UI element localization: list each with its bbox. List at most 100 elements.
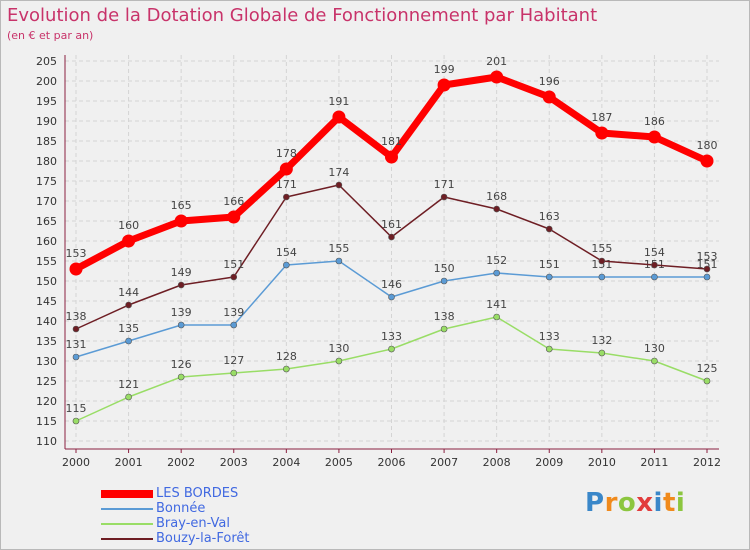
y-tick-label: 190 [36,115,57,128]
data-point-bray-en-val [598,349,606,357]
legend-swatch-bray-en-val [101,523,153,525]
legend-label-bray-en-val: Bray-en-Val [156,516,231,531]
y-tick-label: 140 [36,315,57,328]
logo-letter: o [617,488,637,518]
y-tick-label: 195 [36,95,57,108]
data-point-bray-en-val [493,313,500,321]
data-point-bouzy-la-foret [440,193,448,201]
data-point-bray-en-val [125,393,132,401]
data-label-les-bordes: 187 [591,111,612,124]
data-point-les-bordes [385,150,398,164]
data-label-les-bordes: 191 [328,95,349,108]
logo-letter: t [662,488,676,518]
legend-swatch-bouzy-la-foret [101,538,153,540]
x-tick-label: 2007 [430,456,458,469]
y-tick-label: 145 [36,295,57,308]
data-label-bray-en-val: 133 [539,330,560,343]
y-tick-label: 155 [36,255,57,268]
y-tick-label: 170 [36,195,57,208]
data-point-bray-en-val [230,369,238,377]
data-point-bouzy-la-foret [598,257,606,265]
data-point-les-bordes [647,130,661,144]
data-point-bray-en-val [703,377,711,385]
data-point-bouzy-la-foret [283,193,290,201]
y-tick-label: 115 [36,415,57,428]
data-label-les-bordes: 199 [434,63,455,76]
data-label-les-bordes: 201 [486,55,507,68]
data-label-bonnee: 131 [66,338,87,351]
data-point-les-bordes [174,214,188,228]
data-point-bonnee [651,273,658,281]
data-point-bonnee [388,293,395,301]
data-point-bray-en-val [283,365,290,373]
logo-letter: x [636,488,654,518]
data-label-bonnee: 154 [276,246,297,259]
legend-label-bouzy-la-foret: Bouzy-la-Forêt [156,531,250,546]
data-label-bouzy-la-foret: 149 [171,266,192,279]
data-label-bouzy-la-foret: 163 [539,210,560,223]
x-tick-label: 2008 [483,456,511,469]
data-label-bray-en-val: 132 [591,334,612,347]
data-point-les-bordes [700,154,714,168]
x-tick-label: 2005 [325,456,353,469]
y-tick-label: 110 [36,435,57,448]
data-label-les-bordes: 178 [276,147,297,160]
x-tick-label: 2003 [220,456,248,469]
data-label-bouzy-la-foret: 161 [381,218,402,231]
data-point-bouzy-la-foret [230,273,238,281]
data-point-bonnee [283,261,290,269]
logo-letter: P [585,488,605,518]
data-label-bray-en-val: 138 [434,310,455,323]
data-label-les-bordes: 165 [171,199,192,212]
x-tick-label: 2011 [640,456,668,469]
proxiti-logo: Proxiti [585,488,685,518]
data-point-bonnee [493,269,500,277]
y-tick-label: 180 [36,155,57,168]
data-point-bray-en-val [72,417,80,425]
data-point-bonnee [545,273,553,281]
data-point-bray-en-val [440,325,448,333]
data-label-les-bordes: 186 [644,115,665,128]
data-label-bray-en-val: 121 [118,378,139,391]
x-tick-label: 2009 [535,456,563,469]
data-point-les-bordes [437,78,451,92]
x-tick-label: 2004 [272,456,300,469]
data-label-bray-en-val: 130 [328,342,349,355]
data-label-bouzy-la-foret: 153 [697,250,718,263]
logo-letter: r [604,488,618,518]
legend-label-les-bordes: LES BORDES [156,486,239,501]
data-label-bouzy-la-foret: 154 [644,246,665,259]
data-label-bonnee: 139 [171,306,192,319]
y-tick-label: 160 [36,235,57,248]
data-label-bray-en-val: 128 [276,350,297,363]
data-point-les-bordes [279,162,293,176]
data-label-bonnee: 146 [381,278,402,291]
data-point-les-bordes [490,70,504,84]
data-point-bray-en-val [651,357,658,365]
data-label-bonnee: 155 [328,242,349,255]
data-point-bonnee [703,273,711,281]
chart-title: Evolution de la Dotation Globale de Fonc… [7,5,598,26]
legend-label-bonnee: Bonnée [156,501,206,516]
data-point-bonnee [335,257,343,265]
data-label-bonnee: 152 [486,254,507,267]
y-tick-label: 130 [36,355,57,368]
data-label-bonnee: 139 [223,306,244,319]
data-label-les-bordes: 196 [539,75,560,88]
legend-swatch-bonnee [101,508,153,510]
data-point-bonnee [125,337,132,345]
data-point-bouzy-la-foret [335,181,343,189]
data-label-bray-en-val: 115 [66,402,87,415]
data-label-bouzy-la-foret: 151 [223,258,244,271]
x-tick-label: 2006 [378,456,406,469]
data-label-bray-en-val: 125 [697,362,718,375]
data-point-bonnee [72,353,80,361]
x-tick-label: 2001 [115,456,143,469]
data-point-bonnee [177,321,185,329]
data-point-bonnee [440,277,448,285]
x-tick-label: 2010 [588,456,616,469]
data-label-bouzy-la-foret: 144 [118,286,139,299]
legend-swatch-les-bordes [101,490,153,498]
